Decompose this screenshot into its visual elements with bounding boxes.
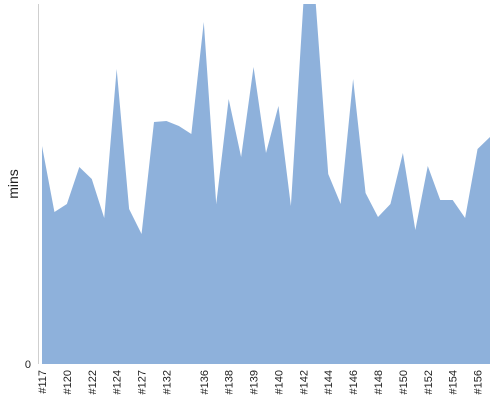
x-tick-label: #139 [249,370,261,394]
area-series [42,4,490,364]
x-tick-label: #146 [348,370,360,394]
y-tick-label-0: 0 [25,359,31,371]
x-tick-label: #132 [161,370,173,394]
x-tick-label: #138 [224,370,236,394]
x-tick-label: #120 [62,370,74,394]
x-tick-label: #144 [323,370,335,394]
x-tick-label: #124 [112,370,124,394]
x-tick-label: #142 [298,370,310,394]
x-tick-label: #154 [448,370,460,394]
y-axis-label: mins [5,169,21,199]
x-tick-label: #150 [398,370,410,394]
x-tick-label: #127 [137,370,149,394]
x-tick-labels: #117 #120 #122 #124 #127 #132 #136 #138 #139 #140… [37,370,485,394]
x-tick-label: #148 [373,370,385,394]
x-tick-label: #136 [199,370,211,394]
x-tick-label: #117 [37,370,49,394]
x-tick-label: #156 [473,370,485,394]
x-tick-label: #122 [87,370,99,394]
x-tick-label: #152 [423,370,435,394]
x-tick-label: #140 [273,370,285,394]
